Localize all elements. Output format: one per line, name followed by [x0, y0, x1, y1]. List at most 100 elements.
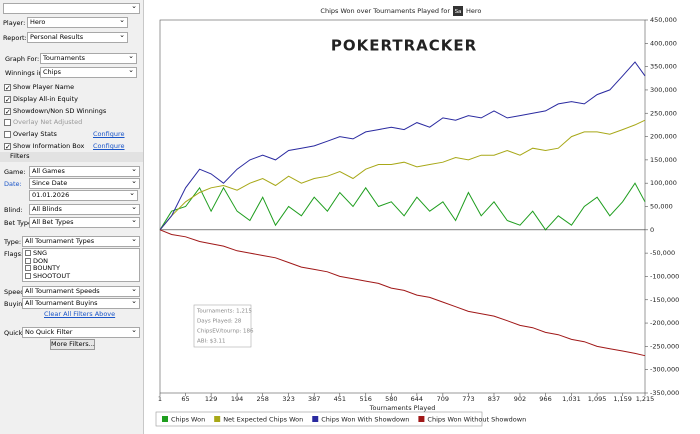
x-tick-label: 1	[158, 395, 162, 403]
x-tick-label: 966	[539, 395, 551, 403]
info-line: Tournaments: 1,215	[196, 309, 252, 315]
legend-label: Chips Won Without Showdown	[427, 416, 526, 424]
field-label: Quick:	[4, 329, 25, 337]
dropdown[interactable]: All Tournament Speeds	[22, 285, 140, 297]
series-line	[159, 229, 646, 357]
flag-label: BOUNTY	[33, 264, 61, 272]
y-tick-label: 400,000	[650, 39, 677, 47]
dropdown[interactable]: No Quick Filter	[22, 326, 140, 338]
watermark: POKERTRACKER	[331, 37, 477, 55]
checkbox[interactable]: ✓	[4, 95, 11, 104]
more-filters-button[interactable]: More Filters...	[50, 339, 95, 350]
info-line: ChipsEV/tournp: 186	[197, 329, 254, 335]
x-tick-label: 709	[437, 395, 449, 403]
sidebar: Player:HeroReport:Personal Results Graph …	[0, 0, 144, 434]
x-tick-label: 1,159	[613, 395, 632, 403]
dropdown[interactable]: All Games	[29, 165, 140, 177]
search-box[interactable]	[3, 2, 140, 14]
info-line: ABI: $3.11	[197, 339, 226, 345]
dropdown[interactable]: Chips	[40, 66, 137, 78]
x-tick-label: 516	[360, 395, 372, 403]
y-tick-label: 250,000	[650, 109, 677, 117]
flag-label: DON	[33, 256, 48, 265]
dropdown[interactable]: All Tournament Buyins	[22, 297, 140, 309]
x-tick-label: 129	[205, 395, 217, 403]
field-label: Game:	[4, 168, 26, 176]
dropdown[interactable]: All Bet Types	[29, 216, 140, 228]
option-label: Showdown/Non SD Winnings	[13, 106, 107, 115]
field-label: Bet Type:	[4, 219, 35, 227]
chart-title: Chips Won over Tournaments Played for	[320, 7, 450, 15]
legend-label: Net Expected Chips Won	[223, 416, 303, 424]
dropdown[interactable]: All Blinds	[29, 203, 140, 215]
legend-label: Chips Won With Showdown	[321, 416, 409, 424]
info-line: Days Played: 28	[197, 319, 242, 325]
checkbox[interactable]	[25, 272, 31, 279]
x-tick-label: 1,095	[588, 395, 607, 403]
clear-filters-link[interactable]: Clear All Filters Above	[44, 310, 116, 318]
legend-swatch	[214, 416, 221, 422]
field-label: Speed:	[4, 288, 27, 296]
y-tick-label: 150,000	[650, 156, 677, 164]
field-label: Buyin:	[4, 300, 25, 308]
dropdown[interactable]: Tournaments	[40, 52, 137, 64]
dropdown[interactable]: Since Date	[29, 177, 140, 189]
flag-label: SHOOTOUT	[33, 271, 71, 280]
x-tick-label: 194	[231, 395, 243, 403]
option-label: Show Information Box	[13, 142, 85, 150]
y-tick-label: 0	[650, 226, 654, 234]
date-input[interactable]: 01.01.2026	[29, 189, 138, 201]
option-label: Show Player Name	[13, 83, 75, 91]
flag-list	[22, 248, 140, 282]
checkbox[interactable]: ✓	[4, 143, 11, 151]
field-label: Graph For:	[5, 55, 40, 63]
checkbox[interactable]	[25, 265, 31, 271]
checkbox[interactable]: ✓	[4, 84, 11, 92]
x-tick-label: 1,215	[636, 395, 655, 403]
field-label: Date:	[4, 180, 22, 188]
y-tick-label: 450,000	[650, 16, 677, 24]
field-label: Type:	[4, 238, 22, 246]
y-tick-label: 50,000	[650, 203, 673, 211]
configure-link[interactable]: Configure	[93, 142, 125, 150]
configure-link[interactable]: Configure	[93, 130, 125, 139]
legend-swatch	[312, 416, 319, 422]
checkbox[interactable]: ✓	[4, 107, 11, 116]
series-line	[159, 182, 646, 231]
field-label: Report:	[3, 34, 27, 42]
field-label: Winnings in:	[5, 69, 45, 77]
legend-frame	[155, 411, 483, 427]
option-label: Display All-in Equity	[13, 94, 78, 103]
y-tick-label: -300,000	[650, 366, 679, 374]
y-tick-label: -350,000	[650, 389, 679, 397]
dropdown[interactable]: All Tournament Types	[22, 235, 140, 247]
x-tick-label: 644	[411, 395, 423, 403]
option-label: Overlay Net Adjusted	[13, 118, 83, 127]
x-axis-label: Tournaments Played	[369, 404, 436, 412]
x-tick-label: 837	[488, 395, 500, 403]
flag-label: SNG	[33, 249, 48, 257]
dropdown[interactable]: Personal Results	[27, 31, 128, 43]
option-label: Overlay Stats	[13, 130, 57, 139]
y-tick-label: -100,000	[650, 272, 679, 280]
y-tick-label: 200,000	[650, 133, 677, 141]
x-tick-label: 580	[385, 395, 397, 403]
chart: POKERTRACKER Chips Won over Tournaments P…	[144, 0, 700, 434]
section-header: Filters	[0, 152, 143, 162]
y-tick-label: -200,000	[650, 319, 679, 327]
legend-swatch	[418, 416, 425, 422]
y-tick-label: 350,000	[650, 63, 677, 71]
checkbox[interactable]	[25, 257, 31, 264]
checkbox[interactable]	[25, 250, 31, 256]
x-tick-label: 902	[514, 395, 526, 403]
info-box: Tournaments: 1,215 Days Played: 28 ChipsEV…	[193, 304, 254, 348]
y-tick-label: -50,000	[650, 249, 675, 257]
x-tick-label: 773	[462, 395, 474, 403]
y-tick-label: -150,000	[650, 296, 679, 304]
checkbox[interactable]	[4, 131, 11, 139]
dropdown[interactable]: Hero	[27, 16, 128, 28]
legend-label: Chips Won	[171, 416, 205, 424]
checkbox	[4, 119, 11, 127]
field-label: Player:	[3, 19, 26, 27]
